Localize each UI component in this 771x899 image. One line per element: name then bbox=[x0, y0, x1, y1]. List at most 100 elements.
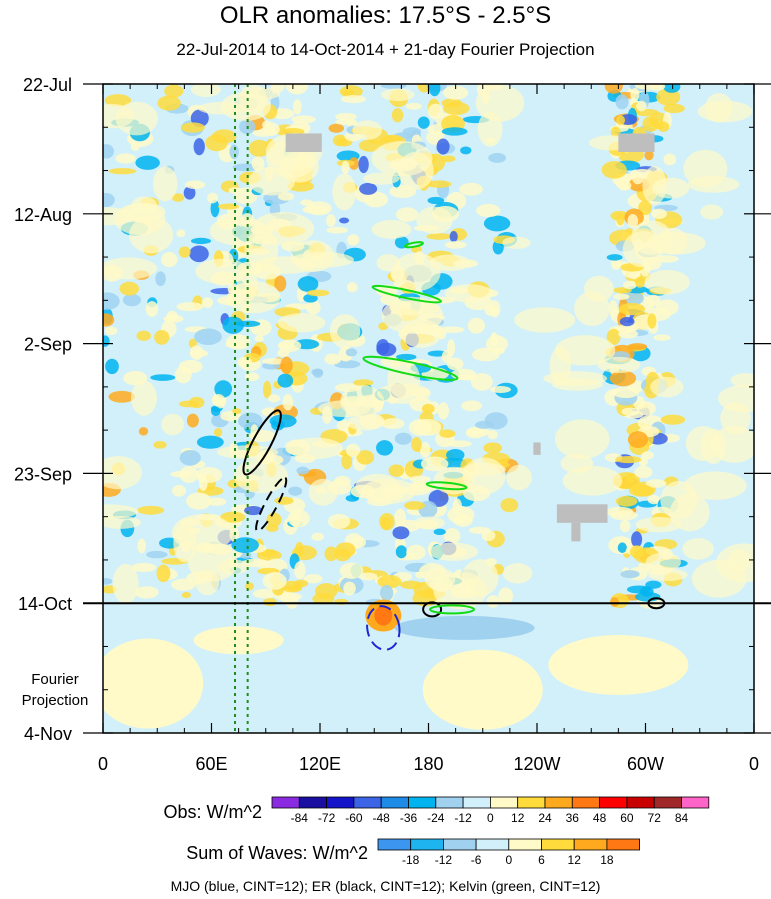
obs-blob bbox=[294, 561, 306, 580]
obs-blob bbox=[615, 455, 642, 464]
projection-label: Fourier Projection bbox=[22, 671, 89, 709]
wave-contour-er bbox=[242, 409, 282, 476]
obs-blob bbox=[214, 380, 233, 398]
obs-blob bbox=[166, 310, 178, 321]
missing-data-patches bbox=[285, 133, 655, 542]
obs-wash bbox=[329, 314, 361, 349]
obs-blob bbox=[394, 432, 412, 445]
obs-blob bbox=[443, 85, 469, 100]
obs-blob bbox=[326, 214, 336, 228]
colorbar-tick-label: -60 bbox=[345, 811, 363, 825]
obs-blob bbox=[610, 597, 620, 607]
wave-contours bbox=[242, 241, 666, 651]
obs-blob bbox=[461, 400, 483, 412]
obs-blob bbox=[612, 293, 630, 300]
obs-blob bbox=[490, 332, 499, 347]
colorbar-title: Obs: W/m^2 bbox=[164, 802, 262, 822]
obs-blob bbox=[211, 129, 237, 144]
obs-blob bbox=[136, 330, 151, 341]
obs-blob bbox=[217, 203, 239, 210]
obs-wash bbox=[682, 538, 714, 560]
obs-blob bbox=[104, 94, 132, 107]
obs-wash bbox=[131, 380, 157, 416]
wave-contour-kelvin bbox=[362, 355, 459, 381]
obs-blob bbox=[186, 492, 212, 510]
obs-wash bbox=[704, 93, 733, 123]
obs-blob bbox=[376, 440, 394, 456]
obs-blob bbox=[483, 442, 503, 454]
obs-blob bbox=[498, 587, 513, 605]
obs-blob bbox=[122, 293, 142, 307]
colorbar-cell bbox=[353, 796, 382, 809]
obs-wash bbox=[720, 402, 751, 435]
obs-blob bbox=[628, 484, 654, 497]
obs-wash bbox=[650, 376, 684, 398]
obs-blob bbox=[335, 113, 357, 121]
obs-blob bbox=[193, 138, 205, 156]
obs-blob bbox=[610, 126, 621, 138]
obs-wash bbox=[103, 103, 135, 129]
colorbar-tick-label: 18 bbox=[600, 853, 614, 867]
obs-wash bbox=[346, 415, 384, 431]
obs-blob bbox=[617, 180, 632, 191]
colorbar-cell bbox=[544, 796, 573, 809]
wave-legend-note: MJO (blue, CINT=12); ER (black, CINT=12)… bbox=[170, 878, 601, 894]
obs-wash bbox=[416, 206, 453, 235]
obs-blob bbox=[405, 102, 422, 110]
obs-blob bbox=[137, 538, 146, 554]
colorbar-tick-label: 0 bbox=[505, 853, 512, 867]
obs-blob bbox=[411, 436, 422, 452]
obs-blob bbox=[651, 208, 667, 220]
obs-blob bbox=[647, 313, 657, 329]
obs-blob bbox=[201, 297, 214, 309]
obs-blob bbox=[248, 139, 270, 157]
obs-blob bbox=[194, 328, 222, 345]
wave-contour-mjo bbox=[366, 605, 401, 651]
obs-blob bbox=[300, 199, 314, 206]
obs-blob bbox=[280, 356, 293, 375]
obs-blob bbox=[636, 100, 647, 112]
obs-blob bbox=[446, 357, 464, 371]
obs-blob bbox=[623, 280, 637, 290]
obs-blob bbox=[103, 144, 114, 159]
obs-blob bbox=[312, 368, 324, 378]
obs-blob bbox=[339, 217, 350, 224]
obs-blob bbox=[441, 127, 468, 136]
colorbar-tick-label: 60 bbox=[620, 811, 634, 825]
obs-blob bbox=[210, 199, 220, 218]
obs-blob bbox=[358, 572, 378, 581]
obs-blob bbox=[488, 152, 507, 163]
obs-wash bbox=[413, 516, 445, 530]
obs-blob bbox=[500, 498, 519, 513]
chart-title: OLR anomalies: 17.5°S - 2.5°S bbox=[219, 2, 552, 29]
obs-blob bbox=[452, 498, 462, 515]
waves-colorbar: Sum of Waves: W/m^2 -18 -12 -6 0 6 12 18 bbox=[186, 838, 641, 867]
obs-blob bbox=[324, 546, 338, 562]
obs-blob bbox=[103, 313, 115, 327]
obs-blob bbox=[353, 379, 374, 387]
obs-blob bbox=[324, 353, 342, 365]
obs-blob bbox=[288, 486, 303, 496]
projection-blob bbox=[193, 626, 284, 655]
olr-anomaly-field bbox=[103, 84, 754, 733]
obs-blob bbox=[635, 276, 646, 288]
colorbar-cell bbox=[298, 796, 327, 809]
projection-blob bbox=[394, 615, 535, 640]
obs-blob bbox=[645, 479, 667, 488]
obs-blob bbox=[334, 475, 351, 487]
obs-blob bbox=[627, 214, 639, 228]
obs-wash bbox=[683, 471, 747, 500]
obs-blob bbox=[245, 582, 254, 591]
obs-blob bbox=[328, 123, 345, 133]
obs-blob bbox=[345, 443, 361, 457]
obs-blob bbox=[179, 466, 199, 483]
obs-blob bbox=[157, 95, 181, 111]
obs-wash bbox=[152, 166, 178, 202]
obs-blob bbox=[220, 511, 246, 523]
obs-blob bbox=[653, 334, 671, 341]
obs-blob bbox=[103, 577, 113, 585]
obs-blob bbox=[137, 505, 165, 515]
obs-blob bbox=[392, 526, 410, 540]
obs-blob bbox=[326, 226, 349, 234]
obs-blob bbox=[345, 348, 358, 357]
